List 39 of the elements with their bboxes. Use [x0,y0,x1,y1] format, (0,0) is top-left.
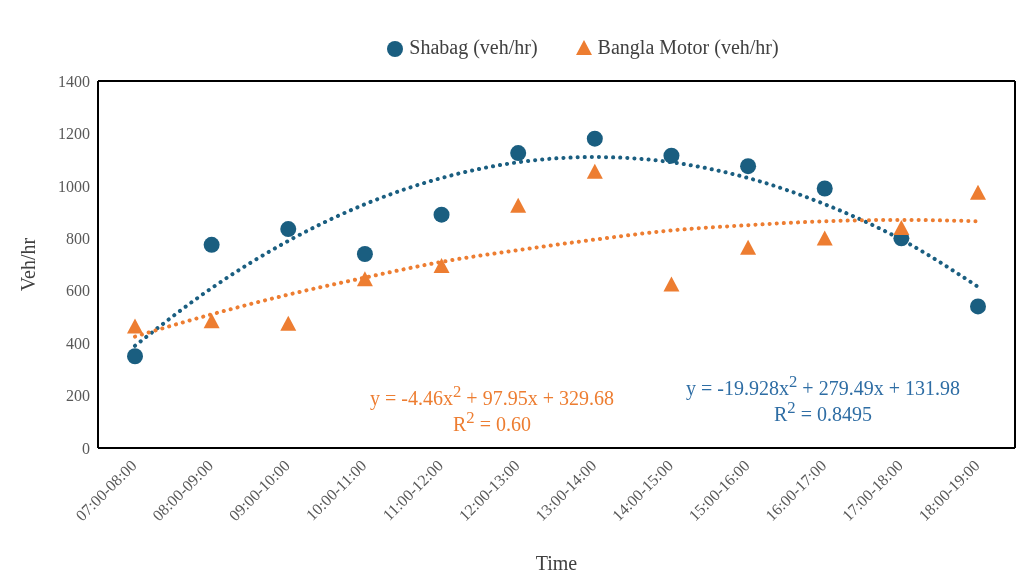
y-tick-label: 200 [66,387,90,405]
point [203,236,220,253]
point [280,315,297,331]
annotation: R$^{2}$ = 0.8495 [774,398,872,426]
x-axis-title: Time [535,552,578,574]
point [127,348,143,365]
point [510,197,527,213]
point [663,147,680,164]
point [356,271,373,287]
point [280,221,297,238]
point [816,230,833,246]
y-tick-label: 600 [66,282,90,300]
point [586,130,603,147]
point [433,206,450,223]
point [586,163,603,179]
y-tick-label: 1200 [58,125,90,143]
y-tick-label: 1000 [58,177,90,195]
point [816,180,833,197]
legend-label: Bangla Motor (veh/hr) [597,36,779,59]
point [127,318,143,334]
point [433,258,450,274]
point [663,276,680,292]
y-tick-label: 800 [66,229,90,247]
point [970,184,986,200]
point [970,298,986,315]
point [740,158,757,175]
y-axis-title: Veh/hr [17,237,40,292]
annotation: R$^{2}$ = 0.60 [453,408,531,436]
point [203,313,220,329]
point [740,239,757,255]
legend-label: Shabag (veh/hr) [409,36,538,59]
point [893,220,910,236]
y-tick-label: 1400 [58,72,90,90]
annotation: y = -4.46x$^{2}$ + 97.95x + 329.68 [370,382,614,410]
annotation: y = -19.928x$^{2}$ + 279.49x + 131.98 [686,372,960,400]
y-tick-label: 0 [82,439,90,457]
y-tick-label: 400 [66,334,90,352]
point [356,246,373,263]
point [510,145,527,162]
